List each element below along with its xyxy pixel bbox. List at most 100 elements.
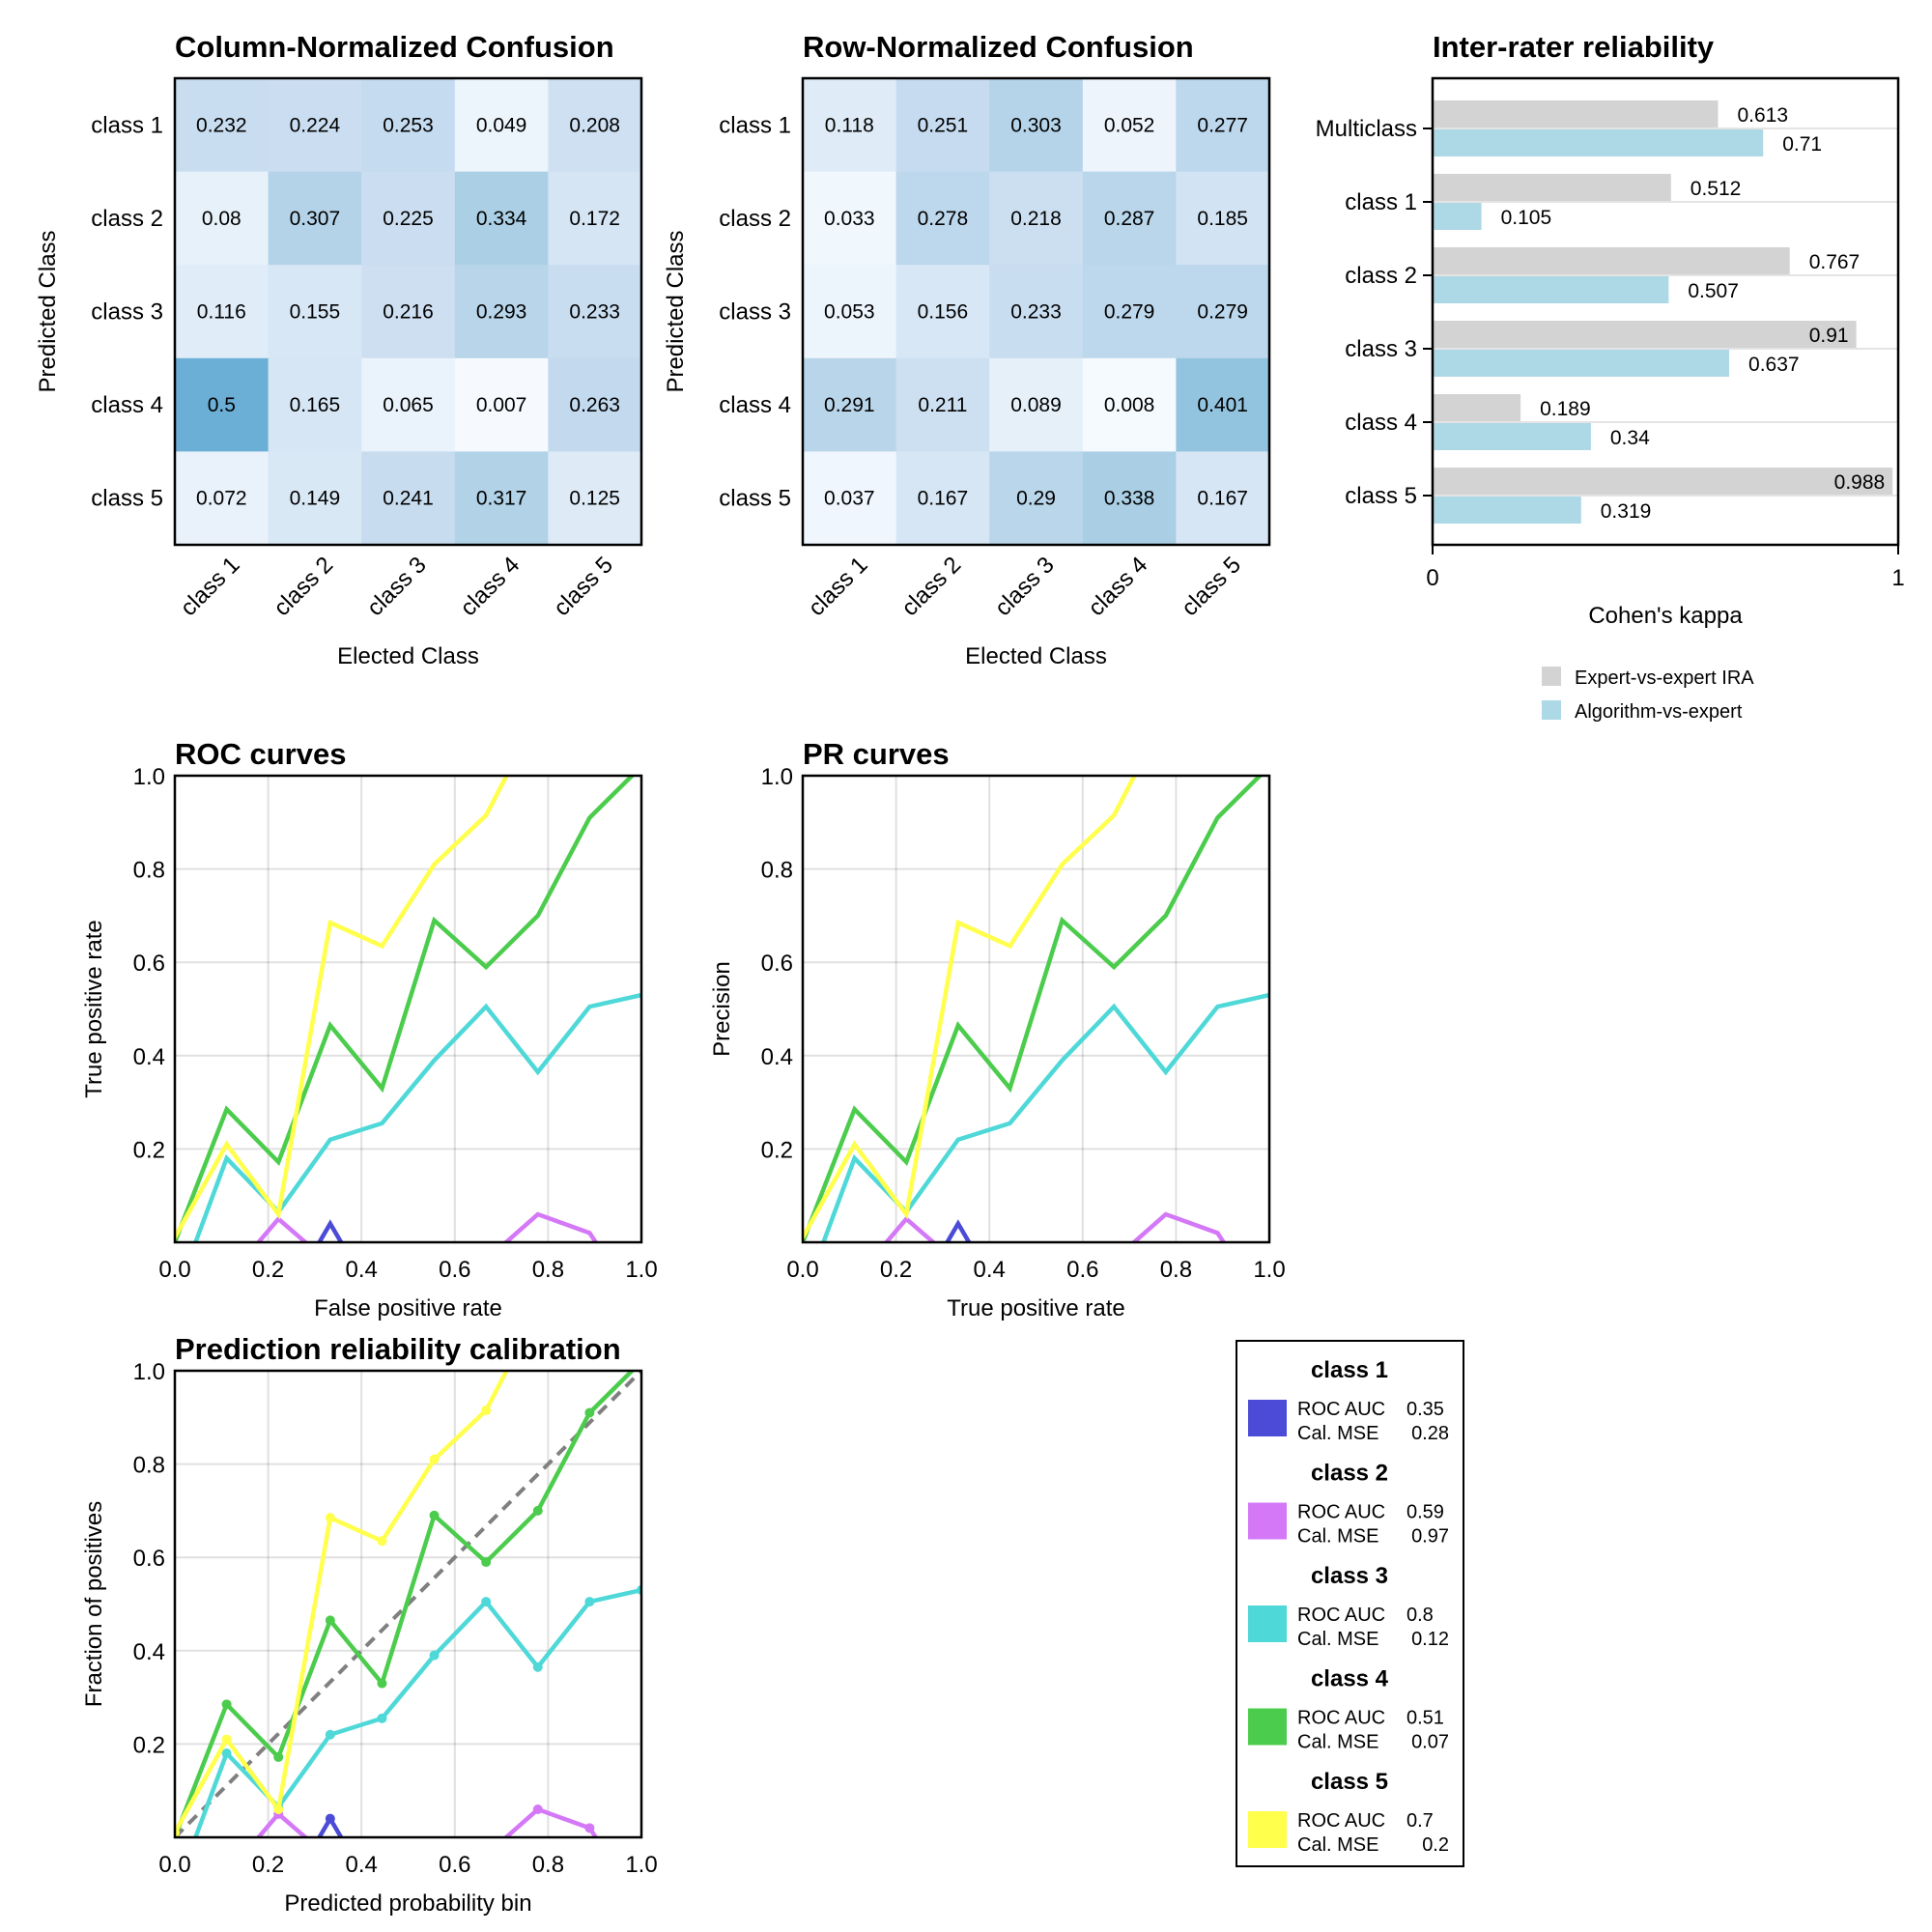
roc-auc-label: ROC AUC <box>1297 1399 1385 1420</box>
cell-value-label: 0.156 <box>918 301 969 324</box>
legend-item: class 2 ROC AUC 0.59 Cal. MSE 0.97 <box>1248 1461 1449 1548</box>
y-tick-label: class 4 <box>91 392 163 418</box>
y-tick-label: class 1 <box>91 112 163 138</box>
data-point <box>481 1597 492 1607</box>
roc-auc-value: 0.59 <box>1406 1502 1444 1523</box>
x-tick-label: class 1 <box>176 552 245 621</box>
legend-swatch <box>1248 1708 1287 1746</box>
legend-swatch <box>1248 1605 1287 1642</box>
heatmap-cell <box>1082 357 1177 452</box>
cell-value-label: 0.033 <box>824 208 875 230</box>
roc-auc-value: 0.51 <box>1406 1708 1444 1729</box>
legend-item: class 5 ROC AUC 0.7 Cal. MSE 0.2 <box>1248 1769 1449 1856</box>
y-axis-label: Predicted Class <box>35 230 61 392</box>
legend-swatch <box>1248 1811 1287 1848</box>
heatmap-cell <box>895 78 990 173</box>
heatmap-cell <box>175 78 270 173</box>
cal-mse-label: Cal. MSE <box>1297 1732 1378 1753</box>
cell-value-label: 0.08 <box>202 208 242 230</box>
heatmap-cell <box>1082 451 1177 546</box>
series-line-class-4 <box>175 776 636 1242</box>
x-tick-label: 0 <box>1426 565 1438 591</box>
heatmap-cell <box>268 451 362 546</box>
y-tick-label: 0.4 <box>761 1044 793 1070</box>
cell-value-label: 0.251 <box>918 114 969 136</box>
cal-mse-value: 0.97 <box>1411 1526 1449 1548</box>
cell-value-label: 0.216 <box>383 301 434 324</box>
heatmap-cell <box>1176 451 1270 546</box>
chart-title: PR curves <box>803 737 950 771</box>
data-point <box>429 1650 440 1661</box>
cell-value-label: 0.049 <box>476 114 527 136</box>
data-point <box>429 1454 440 1464</box>
cal-mse-label: Cal. MSE <box>1297 1629 1378 1650</box>
cell-value-label: 0.338 <box>1104 488 1155 510</box>
heatmap-cell <box>989 357 1084 452</box>
y-tick-label: 0.2 <box>133 1137 165 1163</box>
x-tick-label: class 5 <box>549 552 618 621</box>
cell-value-label: 0.224 <box>290 114 341 136</box>
data-point <box>584 1823 595 1833</box>
y-tick-label: 0.6 <box>133 1546 165 1572</box>
heatmap-cell <box>175 357 270 452</box>
y-tick-label: class 1 <box>719 112 791 138</box>
heatmap-cell <box>803 171 897 266</box>
roc-auc-label: ROC AUC <box>1297 1502 1385 1523</box>
bar-value-label: 0.637 <box>1748 354 1800 376</box>
cell-value-label: 0.277 <box>1197 114 1248 136</box>
cell-value-label: 0.232 <box>196 114 247 136</box>
x-tick-label: class 2 <box>896 552 966 621</box>
data-point <box>325 1729 335 1740</box>
series-line-class-4 <box>175 1371 636 1837</box>
cell-value-label: 0.072 <box>196 488 247 510</box>
x-axis-label: Cohen's kappa <box>1588 603 1743 629</box>
bar <box>1433 497 1581 524</box>
bar <box>1433 247 1790 274</box>
heatmap-cell <box>895 265 990 359</box>
series-line-class-3 <box>193 992 641 1242</box>
chart-title: ROC curves <box>175 737 346 771</box>
data-point <box>273 1902 283 1912</box>
x-tick-label: 1.0 <box>625 1257 657 1283</box>
x-axis-label: Elected Class <box>337 643 479 669</box>
chart-title: Inter-rater reliability <box>1433 30 1715 64</box>
plot-area <box>175 1371 646 1932</box>
cell-value-label: 0.291 <box>824 394 875 416</box>
x-tick-label: class 4 <box>1083 552 1152 621</box>
legend-swatch <box>1248 1502 1287 1540</box>
bar-value-label: 0.105 <box>1501 207 1552 229</box>
series-line-class-5 <box>175 776 509 1239</box>
y-tick-label: 0.6 <box>761 951 793 977</box>
data-point <box>481 1850 491 1860</box>
heatmap-cell <box>548 265 642 359</box>
x-tick-label: class 1 <box>804 552 873 621</box>
cell-value-label: 0.211 <box>918 394 967 416</box>
y-tick-label: 0.4 <box>133 1044 165 1070</box>
heatmap-cell <box>989 265 1084 359</box>
bar <box>1433 394 1521 421</box>
legend-class-name: class 5 <box>1311 1769 1388 1795</box>
bar-value-label: 0.507 <box>1688 280 1739 302</box>
bar-value-label: 0.189 <box>1540 398 1591 420</box>
cell-value-label: 0.118 <box>825 114 874 136</box>
series-line-class-5 <box>803 776 1137 1239</box>
heatmap-cell <box>895 451 990 546</box>
data-point <box>637 1902 646 1912</box>
cell-value-label: 0.279 <box>1197 301 1248 324</box>
x-tick-label: 0.2 <box>880 1257 912 1283</box>
heatmap-cell <box>1176 78 1270 173</box>
data-point <box>430 1926 440 1932</box>
chart-title: Prediction reliability calibration <box>175 1332 621 1366</box>
legend-class-name: class 3 <box>1311 1563 1388 1589</box>
cell-value-label: 0.218 <box>1010 208 1062 230</box>
heatmap-cell <box>1082 78 1177 173</box>
bar-value-label: 0.91 <box>1809 325 1849 347</box>
cell-value-label: 0.233 <box>569 301 620 324</box>
heatmap-cell <box>1176 171 1270 266</box>
y-tick-label: 0.4 <box>133 1639 165 1665</box>
cal-mse-value: 0.2 <box>1422 1834 1449 1856</box>
legend-class-name: class 4 <box>1311 1666 1389 1692</box>
y-tick-label: 0.8 <box>133 1453 165 1479</box>
data-point <box>273 1804 284 1815</box>
